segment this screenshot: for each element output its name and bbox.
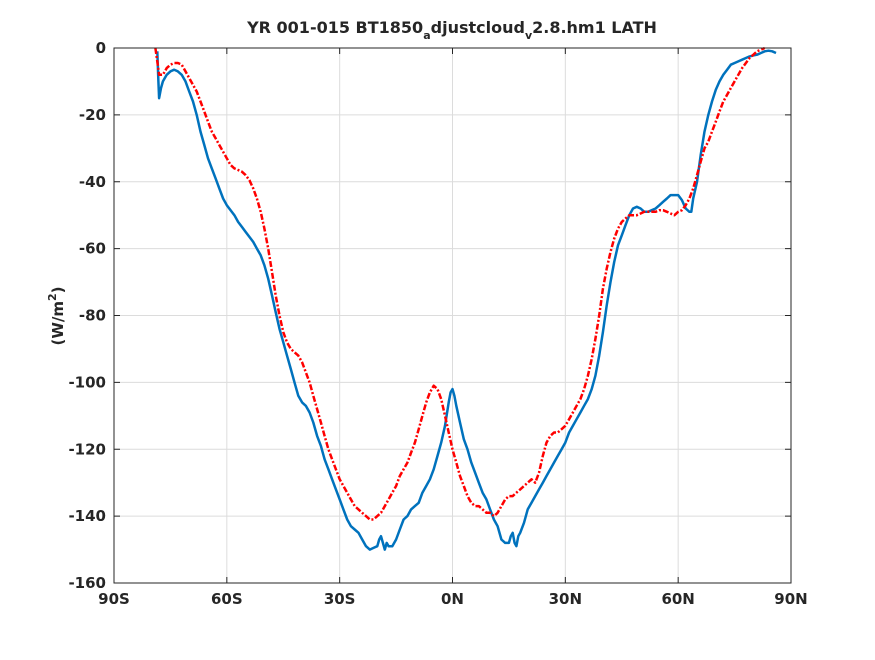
y-tick-label: -80	[79, 307, 106, 325]
x-tick-label: 90S	[98, 590, 130, 608]
x-tick-label: 30N	[549, 590, 582, 608]
series-line-1	[156, 49, 777, 551]
title-subscript-v: v	[525, 29, 533, 42]
x-tick-label: 30S	[324, 590, 356, 608]
y-axis-label: (W/m2)	[46, 286, 67, 345]
grid-lines	[113, 47, 792, 584]
y-tick-label: -160	[68, 574, 106, 592]
x-tick-label: 0N	[441, 590, 464, 608]
y-tick-label: -120	[68, 440, 106, 458]
chart-title: YR 001-015 BT1850adjustcloudv2.8.hm1 LAT…	[246, 18, 657, 42]
x-tick-label: 60S	[211, 590, 243, 608]
y-tick-label: -100	[68, 373, 106, 391]
y-tick-label: -60	[79, 240, 106, 258]
x-tick-label: 90N	[774, 590, 807, 608]
y-tick-label: -140	[68, 507, 106, 525]
y-tick-label: 0	[96, 39, 106, 57]
y-axis-label-superscript: 2	[46, 293, 59, 301]
series-lines	[154, 46, 777, 551]
axis-ticks: 90S 60S 30S 0N 30N 60N 90N 0 -20 -40 -60 -80 -100 -12…	[68, 39, 807, 608]
y-tick-label: -40	[79, 173, 106, 191]
x-tick-label: 60N	[661, 590, 694, 608]
title-subscript-a: a	[423, 29, 430, 42]
y-tick-label: -20	[79, 106, 106, 124]
